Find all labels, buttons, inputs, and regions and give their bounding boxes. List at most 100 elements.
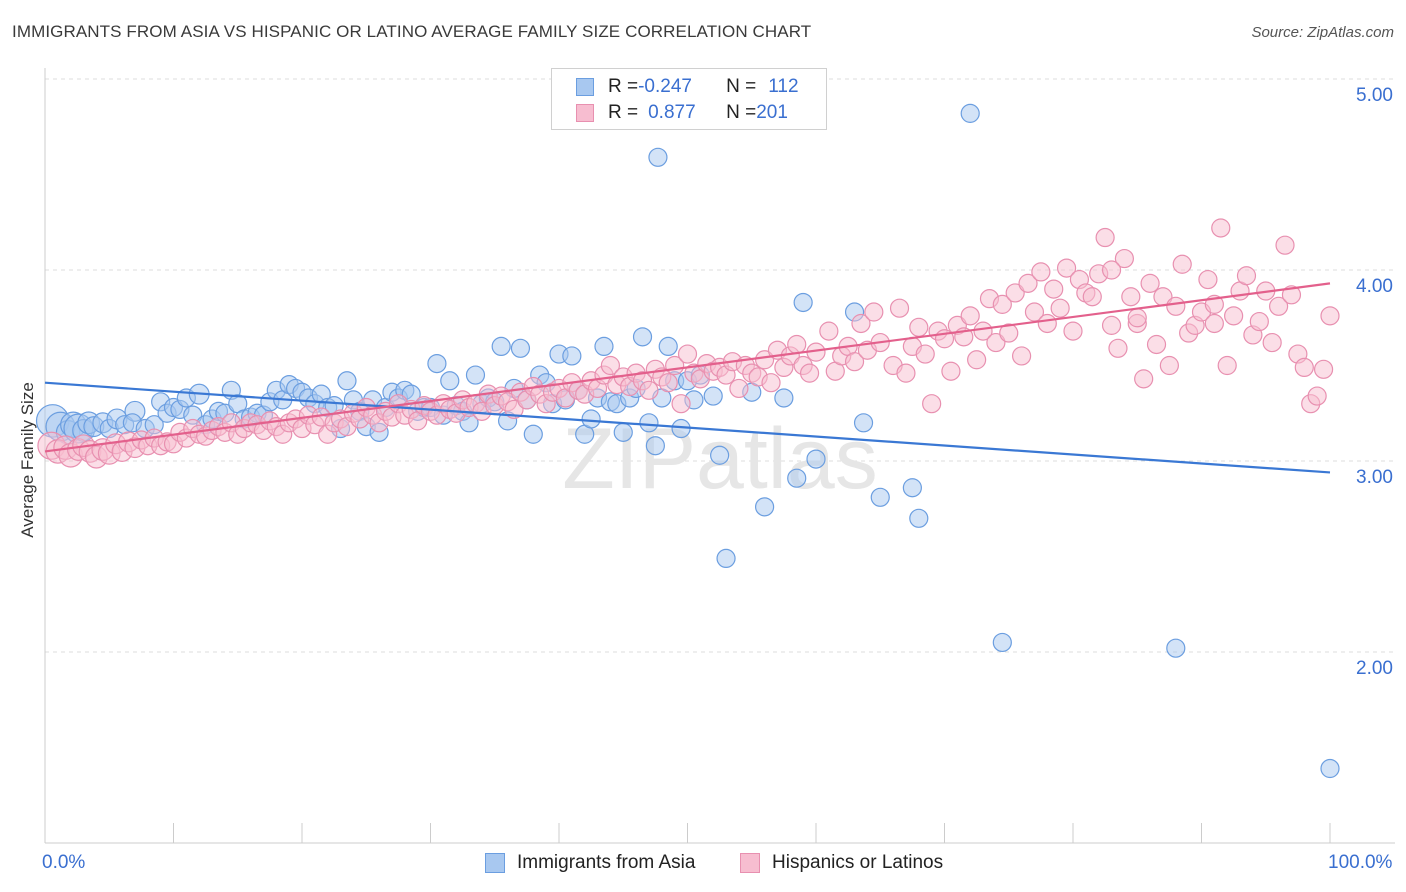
point-asia [632,327,653,347]
point-asia [902,478,922,498]
point-hispanic [999,323,1019,343]
point-hispanic [671,394,691,414]
point-asia [465,365,486,385]
point-hispanic [677,344,698,364]
n-label: N = [726,76,757,97]
point-asia [793,292,813,313]
n-value-asia: 112 [768,76,799,97]
point-hispanic [1268,296,1289,316]
legend-swatch-asia [485,853,505,873]
point-asia [774,388,794,408]
point-hispanic [941,361,961,381]
point-hispanic [1211,218,1231,238]
point-hispanic [1134,369,1154,389]
point-hispanic [1031,262,1051,282]
point-hispanic [1044,279,1064,299]
point-hispanic [1063,321,1083,341]
y-tick-label: 4.00 [1356,276,1393,297]
point-hispanic [1050,298,1070,318]
point-hispanic [600,355,621,376]
point-hispanic [1127,308,1147,328]
point-asia [594,336,614,356]
trend-line-hispanic [44,282,1331,453]
point-hispanic [1140,273,1160,293]
point-hispanic [1198,269,1218,290]
point-hispanic [761,373,781,393]
point-hispanic [1294,357,1314,378]
point-hispanic [1249,311,1269,332]
y-tick-label: 2.00 [1356,658,1393,679]
point-asia [870,487,890,507]
point-hispanic [1275,235,1295,255]
point-asia [337,371,357,391]
point-hispanic [1146,334,1167,355]
legend-swatch-asia [576,78,594,96]
point-asia [658,336,678,356]
point-hispanic [1101,260,1122,280]
point-asia [703,386,723,406]
point-hispanic [1204,313,1224,334]
point-asia [909,508,929,528]
point-asia [645,436,665,456]
point-asia [562,346,582,366]
point-hispanic [819,321,839,341]
point-hispanic [889,298,910,318]
n-value-hispanic: 201 [756,102,788,123]
point-hispanic [799,363,820,383]
point-hispanic [1172,254,1192,274]
chart-title: IMMIGRANTS FROM ASIA VS HISPANIC OR LATI… [12,22,812,41]
point-hispanic [864,302,884,322]
point-hispanic [754,350,775,370]
point-hispanic [787,334,807,355]
point-asia [648,147,668,167]
point-asia [960,103,980,123]
point-hispanic [1281,285,1302,305]
point-asia [581,409,601,429]
point-hispanic [1320,306,1340,326]
point-asia [427,353,447,374]
point-asia [510,338,531,358]
point-hispanic [1056,258,1077,278]
point-hispanic [851,313,871,334]
x-tick-label-min: 0.0% [42,852,86,873]
point-hispanic [1262,332,1282,353]
point-hispanic [992,294,1012,314]
legend-row-hispanic: R = 0.877 N = 201 [576,100,788,126]
point-hispanic [1095,227,1115,248]
point-asia [754,497,775,517]
point-asia [787,468,807,488]
point-hispanic [1011,346,1032,366]
point-asia [1320,758,1340,779]
x-tick-label-max: 100.0% [1328,852,1393,873]
point-hispanic [1037,313,1057,334]
legend-label-hispanic: Hispanics or Latinos [772,852,944,873]
point-asia [1166,638,1186,658]
r-label: R = [608,76,639,97]
point-asia [613,422,633,442]
r-label: R = [608,102,639,123]
legend-item-asia[interactable]: Immigrants from Asia [485,852,695,874]
point-hispanic [967,350,987,370]
point-hispanic [986,332,1006,353]
point-hispanic [909,317,929,337]
point-hispanic [1307,386,1327,406]
source-label: Source: ZipAtlas.com [1251,24,1394,41]
point-hispanic [639,380,659,400]
point-hispanic [1313,359,1334,379]
trend-line-asia [44,381,1331,474]
point-asia [716,548,736,569]
point-hispanic [896,363,916,383]
point-hispanic [844,352,865,372]
point-hispanic [729,378,749,399]
legend-item-hispanic[interactable]: Hispanics or Latinos [740,852,943,874]
y-tick-label: 5.00 [1356,85,1393,106]
point-hispanic [960,306,980,326]
point-hispanic [1082,287,1102,307]
point-hispanic [922,394,942,414]
point-asia [992,632,1012,653]
point-hispanic [1217,355,1237,376]
point-asia [639,413,659,433]
point-hispanic [1018,273,1038,293]
point-hispanic [915,344,935,364]
